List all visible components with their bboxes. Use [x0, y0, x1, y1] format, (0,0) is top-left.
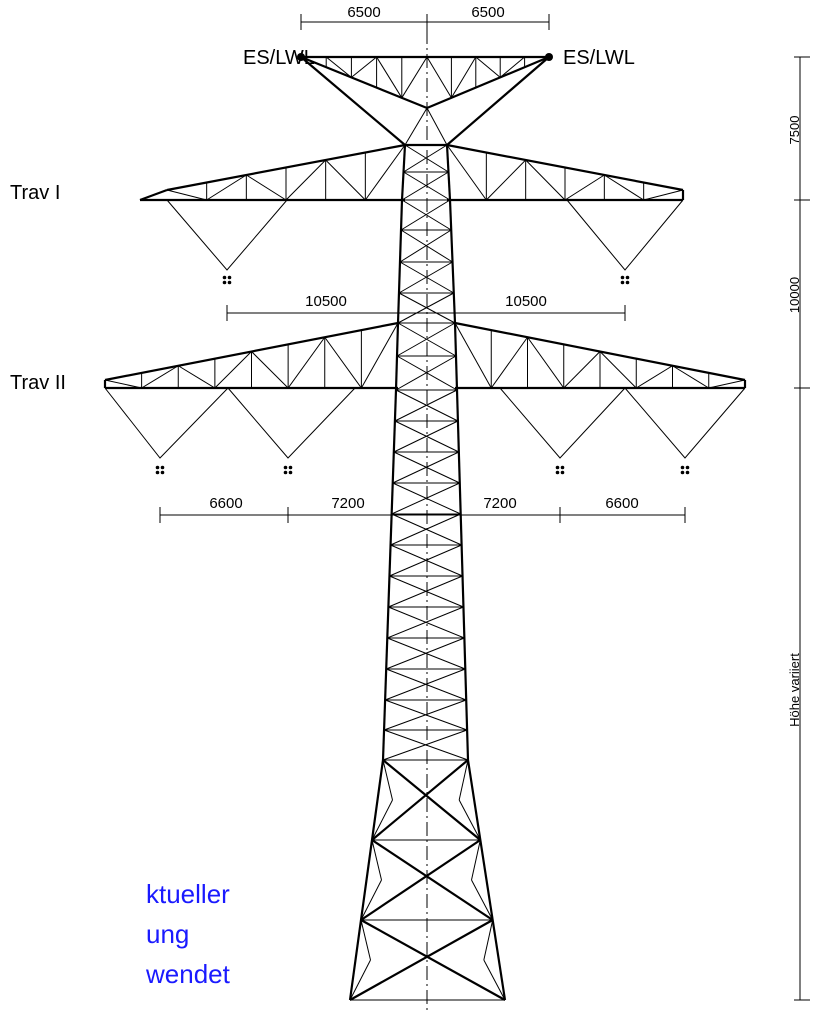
note-line: wendet: [145, 959, 231, 989]
member: [351, 57, 376, 77]
member: [361, 920, 371, 960]
dimension: 10000: [787, 277, 802, 313]
member: [636, 366, 672, 388]
member: [457, 390, 468, 760]
member: [361, 920, 505, 1000]
member: [400, 230, 451, 262]
member: [500, 57, 524, 77]
member: [486, 160, 525, 200]
crossarm-label: Trav II: [10, 372, 66, 394]
earth-wire-label: ES/LWL: [563, 47, 635, 69]
conductor: [561, 471, 565, 475]
conductor: [686, 466, 690, 470]
conductor: [686, 471, 690, 475]
member: [404, 145, 447, 172]
conductor: [289, 466, 293, 470]
member: [405, 145, 448, 172]
member: [709, 380, 745, 388]
member: [447, 57, 549, 145]
member: [644, 190, 683, 200]
member: [427, 108, 447, 145]
conductor: [223, 281, 227, 285]
member: [372, 760, 468, 840]
conductor: [156, 466, 160, 470]
conductor: [681, 471, 685, 475]
member: [140, 190, 167, 200]
conductor: [626, 276, 630, 280]
dimension: 6600: [605, 495, 638, 512]
member: [455, 323, 491, 388]
member: [528, 337, 564, 388]
member: [476, 57, 500, 77]
conductor: [284, 466, 288, 470]
member: [252, 352, 289, 389]
member: [491, 337, 527, 388]
member: [288, 337, 325, 388]
member: [350, 920, 493, 1000]
member: [405, 108, 427, 145]
member: [484, 920, 493, 960]
crossarm-label: Trav I: [10, 182, 60, 204]
member: [399, 262, 453, 293]
member: [396, 356, 456, 390]
dimension: 7200: [331, 495, 364, 512]
conductor: [223, 276, 227, 280]
member: [301, 57, 405, 145]
member: [402, 172, 448, 200]
conductor: [284, 471, 288, 475]
conductor: [228, 281, 232, 285]
dimension: 10500: [505, 293, 547, 310]
member: [246, 175, 286, 200]
member: [427, 57, 451, 98]
member: [402, 57, 427, 98]
lattice: [105, 57, 745, 1000]
tower-drawing: ES/LWL ES/LWL Trav I Trav II 6500 6500 1…: [0, 0, 813, 1014]
conductor: [556, 466, 560, 470]
dimension: 7500: [787, 116, 802, 145]
earth-wire-label: ES/LWL: [243, 47, 315, 69]
dimension: 10500: [305, 293, 347, 310]
member: [361, 840, 480, 920]
note-line: ung: [146, 919, 189, 949]
dimension: 7200: [483, 495, 516, 512]
member: [167, 190, 207, 200]
member: [565, 175, 604, 200]
member: [361, 323, 398, 388]
member: [105, 380, 142, 388]
note-line: ktueller: [146, 879, 230, 909]
member: [401, 200, 450, 230]
member: [178, 366, 215, 388]
dimension: 6500: [471, 4, 504, 21]
member: [427, 57, 549, 108]
member: [447, 145, 486, 200]
conductor: [556, 471, 560, 475]
conductor: [161, 466, 165, 470]
conductor: [289, 471, 293, 475]
dimension: 6500: [347, 4, 380, 21]
conductor: [621, 276, 625, 280]
conductor: [626, 281, 630, 285]
conductor: [561, 466, 565, 470]
dimension: Höhe variiert: [787, 653, 802, 727]
member: [350, 760, 383, 1000]
member: [325, 337, 362, 388]
member: [301, 57, 427, 108]
conductor: [156, 471, 160, 475]
member: [326, 57, 351, 77]
conductor: [228, 276, 232, 280]
conductor: [621, 281, 625, 285]
member: [383, 390, 396, 760]
dimension: 6600: [209, 495, 242, 512]
member: [365, 145, 405, 200]
member: [326, 160, 366, 200]
member: [372, 840, 493, 920]
conductor: [681, 466, 685, 470]
conductor: [161, 471, 165, 475]
member: [564, 352, 600, 389]
insulators: [105, 200, 745, 458]
